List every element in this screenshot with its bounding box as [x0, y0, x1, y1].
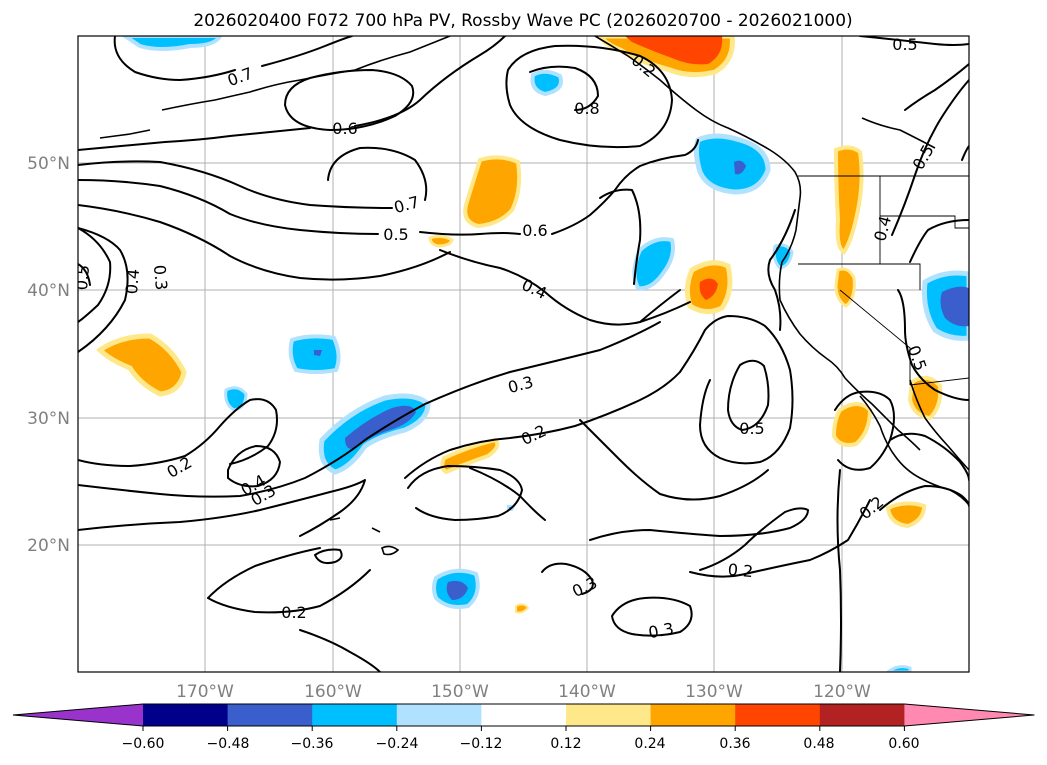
contour-label: 0.6: [332, 119, 357, 138]
contour-label: 0.4: [122, 268, 143, 295]
contour-label: 0.2: [281, 603, 306, 622]
lon-label: 140°W: [558, 682, 616, 702]
colorbar-segment: [735, 704, 821, 726]
pv-shading: [96, 36, 969, 672]
contour-label: 0.5: [72, 264, 93, 291]
colorbar-segment: [143, 704, 229, 726]
lon-label: 160°W: [304, 682, 362, 702]
colorbar-segment: [650, 704, 736, 726]
shade-positive: [885, 501, 927, 529]
colorbar-tick-label: −0.12: [460, 736, 503, 752]
colorbar-tick-label: 0.60: [888, 736, 919, 752]
colorbar: [12, 703, 1035, 731]
lon-label: 120°W: [813, 682, 871, 702]
shade-negative-strong: [734, 160, 746, 175]
shade-positive: [463, 155, 522, 229]
colorbar-tick-label: 0.24: [634, 736, 665, 752]
shade-negative: [772, 243, 794, 270]
colorbar-extend-low: [13, 704, 143, 726]
colorbar-tick-labels: −0.60 −0.48 −0.36 −0.24 −0.12 0.12 0.24 …: [122, 736, 920, 752]
shade-negative: [530, 69, 563, 97]
colorbar-extend-high: [904, 704, 1035, 726]
map-frame: [77, 35, 970, 673]
contour-label: 0.5: [739, 419, 764, 438]
shade-positive: [96, 333, 187, 397]
contour-label: 0.3: [150, 264, 171, 291]
shade-negative-strong: [940, 286, 969, 327]
contour-label: 0.2: [727, 560, 754, 581]
shade-negative-strong: [446, 580, 468, 600]
longitude-labels: 170°W 160°W 150°W 140°W 130°W 120°W: [176, 682, 871, 702]
colorbar-segment: [227, 704, 313, 726]
colorbar-tick-label: −0.48: [207, 736, 250, 752]
shade-positive: [428, 234, 454, 248]
contour-label: 0.5: [383, 225, 408, 244]
shade-positive: [515, 603, 530, 614]
shade-positive-strong: [625, 36, 723, 65]
shade-negative-strong: [314, 350, 322, 356]
shade-positive: [834, 267, 856, 308]
contour-label: 0.6: [522, 221, 547, 240]
lon-label: 170°W: [176, 682, 234, 702]
pv-contours: [78, 36, 969, 672]
colorbar-tick-label: 0.48: [803, 736, 834, 752]
shade-negative: [224, 386, 248, 412]
shade-negative: [885, 665, 912, 672]
shade-positive: [907, 375, 943, 421]
lat-label: 30°N: [27, 409, 70, 429]
colorbar-tick-label: 0.36: [719, 736, 750, 752]
colorbar-tick-label: 0.12: [550, 736, 581, 752]
colorbar-tick-label: −0.36: [291, 736, 334, 752]
coastlines: [99, 36, 969, 556]
lon-label: 130°W: [685, 682, 743, 702]
lat-label: 40°N: [27, 281, 70, 301]
contour-label: 0.5: [892, 35, 917, 54]
shade-positive-strong: [699, 278, 718, 300]
borders: [798, 175, 969, 386]
latitude-labels: 50°N 40°N 30°N 20°N: [27, 154, 70, 556]
colorbar-segment: [312, 704, 398, 726]
contour-label: 0.3: [647, 619, 675, 642]
colorbar-tick-label: −0.60: [122, 736, 165, 752]
map-background: [78, 36, 969, 672]
lat-label: 50°N: [27, 154, 70, 174]
shade-negative-strong: [345, 405, 416, 449]
shade-negative: [121, 36, 223, 51]
contour-label: 0.8: [574, 99, 599, 118]
colorbar-segment: [819, 704, 905, 726]
colorbar-segment: [396, 704, 482, 726]
colorbar-segment: [566, 704, 652, 726]
figure-title: 2026020400 F072 700 hPa PV, Rossby Wave …: [193, 11, 852, 31]
shade-positive: [833, 145, 864, 255]
lon-label: 150°W: [431, 682, 489, 702]
colorbar-segment: [481, 704, 567, 726]
shade-negative: [693, 133, 771, 195]
lat-label: 20°N: [27, 536, 70, 556]
colorbar-tick-label: −0.24: [376, 736, 419, 752]
shade-positive: [440, 437, 500, 475]
shade-positive: [831, 402, 873, 447]
